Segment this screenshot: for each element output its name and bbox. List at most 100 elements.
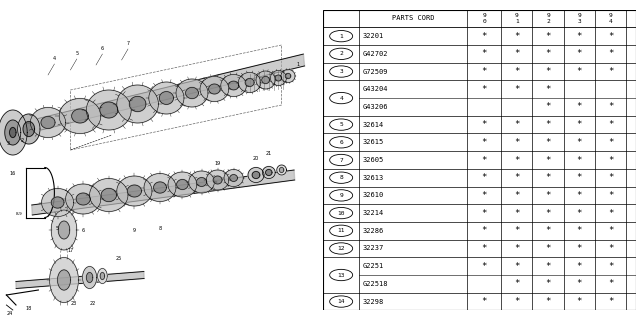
Text: 9: 9 [515,13,518,18]
Polygon shape [129,96,146,112]
Text: *: * [577,297,582,306]
Text: *: * [545,49,551,58]
Polygon shape [271,70,287,85]
Text: 1: 1 [339,34,343,39]
Text: *: * [481,297,487,306]
Polygon shape [15,54,305,136]
Polygon shape [262,76,269,84]
Polygon shape [10,127,16,138]
Polygon shape [58,270,70,290]
Polygon shape [51,210,77,250]
Text: 1: 1 [515,19,518,24]
Polygon shape [275,75,282,81]
Polygon shape [154,182,166,193]
Text: PARTS CORD: PARTS CORD [392,15,435,21]
Text: *: * [481,244,487,253]
Text: 9: 9 [482,13,486,18]
Text: 9: 9 [546,13,550,18]
Text: G2251: G2251 [363,263,384,269]
Text: 9: 9 [577,13,581,18]
Text: *: * [545,85,551,94]
Text: 32615: 32615 [363,139,384,145]
Text: *: * [514,226,520,235]
Text: *: * [577,262,582,271]
Text: 6: 6 [101,46,104,51]
Polygon shape [256,71,275,89]
Text: *: * [577,120,582,129]
Text: *: * [545,32,551,41]
Text: 3: 3 [339,69,343,74]
Text: 32214: 32214 [363,210,384,216]
Text: 2: 2 [20,139,24,143]
Polygon shape [209,84,220,94]
Text: G72509: G72509 [363,68,388,75]
Text: 2: 2 [339,51,343,56]
Text: *: * [577,156,582,164]
Text: 4: 4 [339,96,343,100]
Text: 5: 5 [339,122,343,127]
Polygon shape [86,90,131,130]
Polygon shape [76,193,90,205]
Text: 3: 3 [6,141,10,146]
Text: *: * [481,32,487,41]
Polygon shape [196,178,207,186]
Text: *: * [545,279,551,288]
Polygon shape [266,170,272,175]
Text: *: * [608,262,613,271]
Text: 5: 5 [76,51,78,56]
Text: *: * [514,67,520,76]
Text: *: * [545,244,551,253]
Text: *: * [608,279,613,288]
Text: *: * [577,226,582,235]
Text: *: * [481,209,487,218]
Polygon shape [16,271,144,289]
Text: *: * [481,173,487,182]
Text: 16: 16 [10,171,16,176]
Text: 18: 18 [26,306,32,311]
Polygon shape [281,69,295,83]
Text: 19: 19 [214,161,221,166]
Text: *: * [577,138,582,147]
Text: *: * [545,297,551,306]
Text: 32614: 32614 [363,122,384,128]
Text: 14: 14 [337,299,345,304]
Polygon shape [213,176,222,184]
Text: 4: 4 [609,19,612,24]
Text: *: * [577,67,582,76]
Text: *: * [514,209,520,218]
Text: *: * [608,120,613,129]
Text: 3: 3 [577,19,581,24]
Text: 32286: 32286 [363,228,384,234]
Text: G22518: G22518 [363,281,388,287]
Polygon shape [228,81,239,90]
Text: 23: 23 [70,301,77,306]
Text: 11: 11 [337,228,345,233]
Polygon shape [239,73,261,92]
Polygon shape [262,166,275,179]
Text: 2: 2 [546,19,550,24]
Text: G43204: G43204 [363,86,388,92]
Polygon shape [168,172,197,197]
Polygon shape [32,170,294,215]
Text: *: * [514,297,520,306]
Text: 32298: 32298 [363,299,384,305]
Polygon shape [101,188,116,202]
Polygon shape [100,102,118,118]
Text: *: * [608,191,613,200]
Text: 9: 9 [609,13,612,18]
Text: *: * [577,191,582,200]
Text: *: * [514,244,520,253]
Text: 8: 8 [339,175,343,180]
Text: 7: 7 [339,157,343,163]
Text: *: * [577,279,582,288]
Polygon shape [177,180,188,189]
Polygon shape [83,267,97,289]
Text: 5: 5 [56,226,59,231]
Polygon shape [100,273,105,279]
Polygon shape [230,175,237,181]
Polygon shape [176,79,208,107]
Text: *: * [481,156,487,164]
Text: 25: 25 [115,256,122,261]
Text: *: * [514,156,520,164]
Polygon shape [186,87,198,99]
